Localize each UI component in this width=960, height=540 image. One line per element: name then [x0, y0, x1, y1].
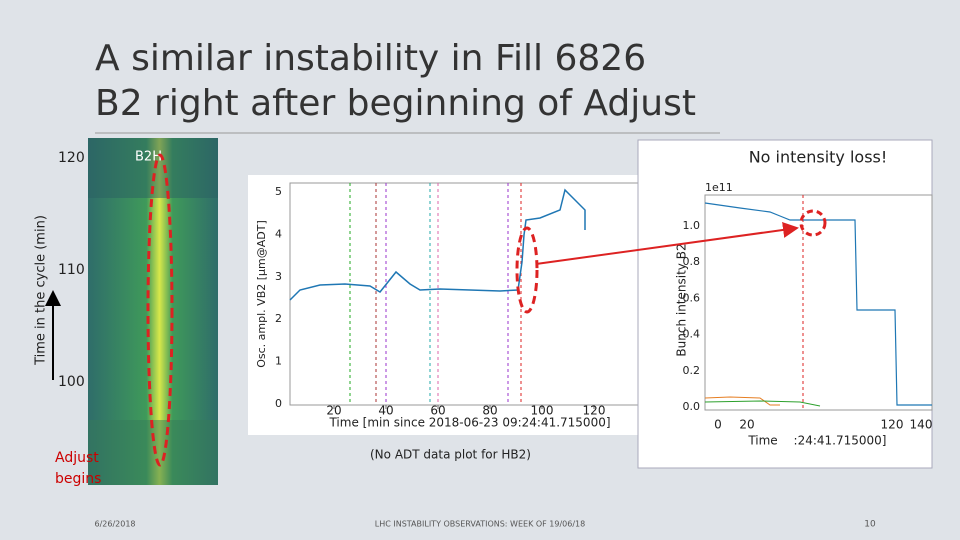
footer-text: LHC INSTABILITY OBSERVATIONS: WEEK OF 19… [375, 520, 585, 529]
highlight [146, 153, 174, 467]
tick-group: 120 110 100 [58, 150, 85, 390]
y-tick-label: 5 [275, 185, 282, 198]
trace [289, 188, 586, 301]
x-tick-label: 40 [378, 404, 393, 418]
y-tick-label: 110 [58, 262, 85, 278]
title-line: B2 right after beginning of Adjust [95, 83, 696, 124]
y-tick-label: 0.8 [683, 255, 701, 268]
y-tick-label: 0.4 [683, 328, 701, 341]
tick-group: 0.0 0.2 0.4 0.6 0.8 1.0 0 20 120 140 [683, 219, 933, 432]
spectrogram-label: B2H [135, 150, 162, 165]
trace [704, 396, 780, 406]
y-tick-label: 4 [275, 227, 282, 240]
x-tick-label: 100 [531, 404, 554, 418]
trace [704, 202, 932, 406]
markers [349, 183, 522, 405]
y-tick-label: 0.2 [683, 364, 701, 377]
tick-group: 0 1 2 3 4 5 20 40 60 80 100 120 [275, 185, 605, 418]
title-line: A similar instability in Fill 6826 [95, 38, 646, 79]
axis-label: Time [747, 434, 777, 448]
axis-label: Bunch intensity B2 [675, 243, 689, 356]
annotation: begins [55, 471, 101, 487]
x-tick-label: 140 [910, 418, 933, 432]
page-number: 10 [864, 520, 876, 530]
y-tick-label: 3 [275, 270, 282, 283]
highlight [799, 209, 827, 237]
callout: No intensity loss! [749, 148, 888, 167]
y-tick-label: 0.6 [683, 291, 701, 304]
annotation: Adjust [55, 450, 99, 466]
x-tick-label: 120 [881, 418, 904, 432]
y-tick-label: 1 [275, 355, 282, 368]
y-tick-label: 100 [58, 374, 85, 390]
x-tick-label: 20 [739, 418, 754, 432]
axis-label: Osc. ampl. VB2 [µm@ADT] [255, 220, 268, 368]
osc-plot [248, 175, 650, 435]
plot-frame [704, 194, 933, 411]
y-tick-label: 120 [58, 150, 85, 166]
y-tick-label: 2 [275, 312, 282, 325]
axis-label: Time in the cycle (min) [34, 215, 49, 366]
arrow [535, 221, 799, 265]
x-tick-label: 0 [714, 418, 722, 432]
highlight [515, 226, 539, 314]
note: (No ADT data plot for HB2) [370, 448, 531, 462]
spectrogram-shade [88, 420, 218, 485]
y-tick-label: 1.0 [683, 219, 701, 232]
x-tick-label: 120 [583, 404, 606, 418]
footer-date: 6/26/2018 [94, 520, 135, 529]
y-tick-label: 0 [275, 397, 282, 410]
trace [704, 400, 821, 407]
scale-label: 1e11 [705, 181, 733, 194]
axis-label: :24:41.715000] [794, 434, 887, 448]
axis-label: Time [min since 2018-06-23 09:24:41.7150… [328, 416, 610, 430]
x-tick-label: 60 [430, 404, 445, 418]
y-tick-label: 0.0 [683, 400, 701, 413]
x-tick-label: 20 [326, 404, 341, 418]
x-tick-label: 80 [482, 404, 497, 418]
